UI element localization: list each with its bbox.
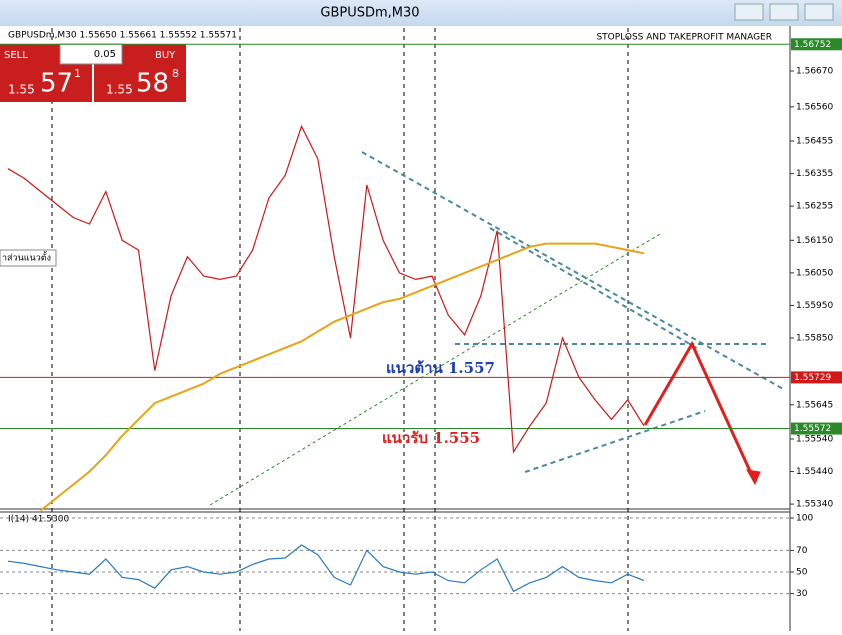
buy-button[interactable]: BUY (155, 50, 176, 61)
buy-pips: 58 (136, 69, 169, 99)
y-tick-label: 1.55850 (796, 334, 833, 344)
side-label-box (0, 249, 57, 267)
annotation: แนวต้าน 1.557 (386, 359, 495, 377)
y-tick-label: 1.55950 (796, 301, 833, 311)
y-tick-label: 50 (796, 568, 808, 578)
series-line (7, 544, 645, 593)
y-tick-label: 1.55645 (796, 400, 833, 410)
y-tick-label: 100 (796, 514, 813, 524)
sell-fraction: 1 (74, 67, 81, 80)
series-line (39, 242, 645, 512)
close-button[interactable] (804, 3, 834, 21)
y-tick-label: 1.56150 (796, 236, 833, 246)
maximize-button[interactable] (769, 3, 799, 21)
lot-size[interactable]: 0.05 (94, 49, 116, 60)
y-tick-label: 1.56255 (796, 202, 833, 212)
y-tick-label: 1.55540 (796, 434, 833, 444)
buy-price-big: 1.55 (106, 83, 133, 97)
y-tick-label: 1.56560 (796, 102, 833, 112)
minimize-button[interactable] (734, 3, 764, 21)
sell-pips: 57 (40, 69, 73, 99)
y-tick-label: 1.56050 (796, 268, 833, 278)
expert-name: STOPLOSS AND TAKEPROFIT MANAGER (596, 33, 772, 43)
y-tick-label: 1.55440 (796, 467, 833, 477)
y-tick-label: 70 (796, 546, 808, 556)
price-tag (791, 38, 842, 51)
y-tick-label: 1.56670 (796, 66, 833, 76)
y-tick-label: 1.56355 (796, 169, 833, 179)
indicator-title: I(14) 41.5300 (8, 515, 69, 525)
price-tag (791, 371, 842, 384)
price-tag-label: 1.55729 (794, 373, 831, 383)
price-tag-label: 1.56752 (794, 40, 831, 50)
price-tag-label: 1.55572 (794, 424, 831, 434)
series-line (7, 124, 645, 454)
y-tick-label: 1.55340 (796, 500, 833, 510)
chart-header: GBPUSDm,M30 1.55650 1.55661 1.55552 1.55… (8, 31, 237, 41)
sell-button[interactable]: SELL (4, 50, 28, 61)
side-label: าส่วนแนวตั้ง (2, 251, 51, 264)
price-tag (791, 422, 842, 435)
buy-fraction: 8 (172, 67, 179, 80)
y-tick-label: 1.56455 (796, 136, 833, 146)
y-tick-label: 30 (796, 589, 808, 599)
chart-bg (0, 26, 842, 631)
window-title: GBPUSDm,M30 (320, 6, 419, 21)
sell-price-big: 1.55 (8, 83, 35, 97)
title-bar (0, 0, 842, 26)
annotation: แนวรับ 1.555 (382, 429, 480, 447)
